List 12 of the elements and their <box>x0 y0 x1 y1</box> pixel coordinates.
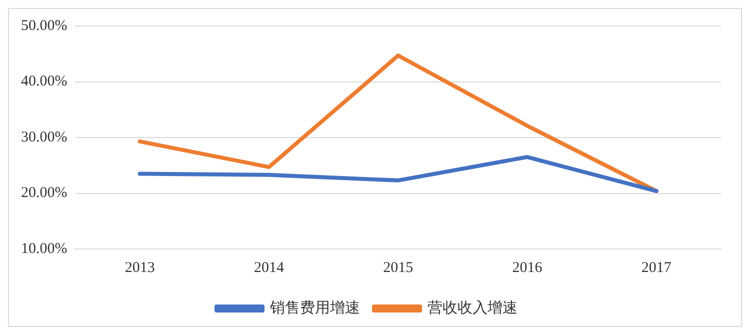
y-tick-label: 50.00% <box>20 18 68 34</box>
x-tick-label: 2017 <box>641 260 672 276</box>
y-tick-label: 10.00% <box>20 240 68 257</box>
y-tick-label: 30.00% <box>20 129 68 146</box>
x-tick-label: 2014 <box>254 260 284 276</box>
legend-label: 销售费用增速 <box>269 298 360 316</box>
x-tick-label: 2015 <box>383 260 414 276</box>
legend-label: 营收收入增速 <box>428 298 518 316</box>
x-tick-label: 2016 <box>512 260 543 276</box>
x-tick-label: 2013 <box>124 260 155 276</box>
y-tick-label: 20.00% <box>20 185 68 202</box>
y-tick-label: 40.00% <box>20 74 68 90</box>
